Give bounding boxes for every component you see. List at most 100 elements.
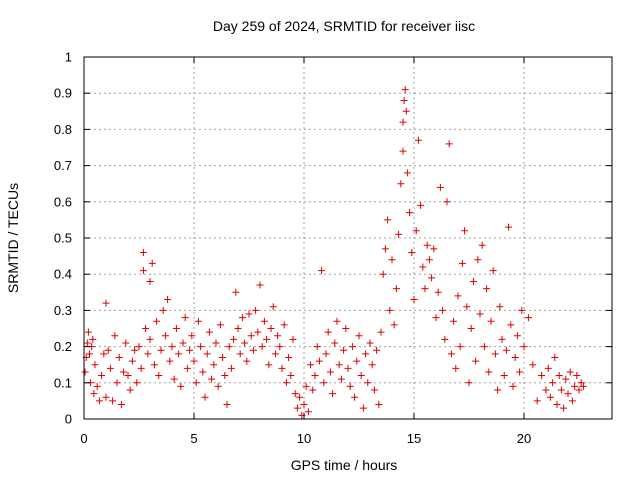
- data-point: [90, 390, 98, 398]
- data-point: [370, 386, 378, 394]
- data-point: [278, 364, 286, 372]
- data-point: [190, 357, 198, 365]
- data-point: [161, 332, 169, 340]
- data-point: [309, 386, 317, 394]
- y-tick-label: 0.1: [54, 375, 72, 390]
- x-tick-label: 10: [297, 431, 311, 446]
- data-point: [135, 343, 143, 351]
- data-point: [500, 372, 508, 380]
- data-point: [117, 401, 125, 409]
- data-point: [223, 401, 231, 409]
- data-point: [269, 303, 277, 311]
- data-point: [419, 263, 427, 271]
- data-point: [516, 368, 524, 376]
- y-tick-label: 0.2: [54, 339, 72, 354]
- data-point: [546, 393, 554, 401]
- data-point: [509, 382, 517, 390]
- data-point: [524, 314, 532, 322]
- data-point: [373, 346, 381, 354]
- data-point: [181, 314, 189, 322]
- data-point: [236, 350, 244, 358]
- y-tick-labels: 0 0.1 0.2 0.3 0.4 0.5 0.6 0.7 0.8 0.9 1: [54, 50, 72, 427]
- data-point: [271, 350, 279, 358]
- data-point: [384, 216, 392, 224]
- data-point: [221, 372, 229, 380]
- data-point: [287, 372, 295, 380]
- data-point: [421, 285, 429, 293]
- data-point: [265, 361, 273, 369]
- data-point: [263, 335, 271, 343]
- data-point: [276, 343, 284, 351]
- data-point: [241, 339, 249, 347]
- data-point: [489, 267, 497, 275]
- data-point: [487, 317, 495, 325]
- data-point: [254, 328, 262, 336]
- data-point: [346, 382, 354, 390]
- data-point: [496, 303, 504, 311]
- data-point: [566, 368, 574, 376]
- data-point: [507, 321, 515, 329]
- data-point: [573, 372, 581, 380]
- data-point: [177, 382, 185, 390]
- data-point: [252, 306, 260, 314]
- data-point: [368, 361, 376, 369]
- data-point: [485, 368, 493, 376]
- data-point: [388, 256, 396, 264]
- data-point: [164, 296, 172, 304]
- data-point: [342, 325, 350, 332]
- data-point: [326, 368, 334, 376]
- data-point: [474, 256, 482, 264]
- data-point: [155, 372, 163, 380]
- data-point: [131, 346, 139, 354]
- data-point: [203, 350, 211, 358]
- data-point: [249, 346, 257, 354]
- data-point: [313, 343, 321, 351]
- data-point: [194, 317, 202, 325]
- data-point: [142, 325, 150, 332]
- data-point: [494, 386, 502, 394]
- data-point: [390, 321, 398, 329]
- data-point: [106, 364, 114, 372]
- data-point: [153, 317, 161, 325]
- data-point: [95, 397, 103, 405]
- data-point: [379, 270, 387, 278]
- data-point: [412, 227, 420, 235]
- chart-title: Day 259 of 2024, SRMTID for receiver iis…: [213, 18, 475, 34]
- x-tick-label: 0: [80, 431, 87, 446]
- y-tick-label: 0: [65, 412, 72, 427]
- data-point: [113, 379, 121, 387]
- data-point: [315, 357, 323, 365]
- data-point: [402, 107, 410, 115]
- data-point: [359, 404, 367, 412]
- data-point: [417, 201, 425, 209]
- data-point: [553, 401, 561, 409]
- data-point: [355, 332, 363, 340]
- data-point: [84, 328, 92, 336]
- data-point: [564, 390, 572, 398]
- data-point: [197, 343, 205, 351]
- x-tick-label: 20: [517, 431, 531, 446]
- y-tick-label: 0.9: [54, 86, 72, 101]
- data-point: [192, 379, 200, 387]
- data-point: [454, 292, 462, 300]
- data-points: [81, 86, 587, 419]
- data-point: [210, 361, 218, 369]
- data-point: [109, 397, 117, 405]
- data-point: [227, 364, 235, 372]
- data-point: [302, 382, 310, 390]
- x-axis-label: GPS time / hours: [291, 457, 398, 473]
- data-point: [335, 361, 343, 369]
- data-point: [465, 379, 473, 387]
- data-point: [102, 299, 110, 307]
- data-point: [513, 332, 521, 340]
- data-point: [318, 267, 326, 275]
- data-point: [296, 393, 304, 401]
- data-point: [505, 223, 513, 231]
- data-point: [381, 245, 389, 253]
- data-point: [571, 382, 579, 390]
- data-point: [329, 390, 337, 398]
- data-point: [199, 368, 207, 376]
- data-point: [353, 357, 361, 365]
- x-tick-label: 15: [407, 431, 421, 446]
